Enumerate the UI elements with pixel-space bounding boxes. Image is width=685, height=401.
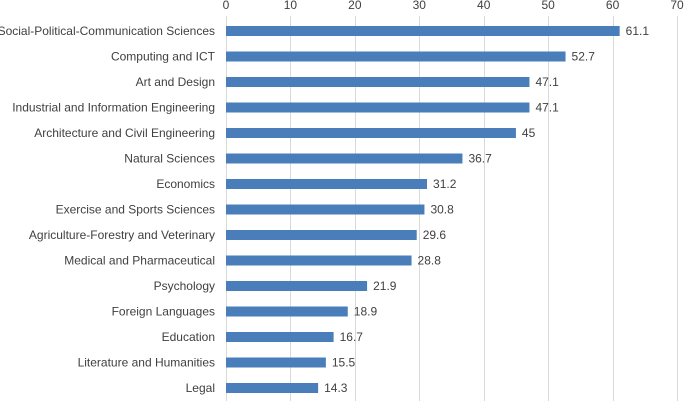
value-label: 28.8 (418, 254, 442, 268)
bar (226, 102, 530, 113)
category-label: Legal (186, 381, 215, 395)
category-label: Economics (156, 177, 215, 191)
category-label: Art and Design (136, 75, 215, 89)
category-label: Industrial and Information Engineering (12, 101, 215, 115)
category-label: Agriculture-Forestry and Veterinary (29, 228, 215, 242)
bar (226, 306, 348, 317)
bar (226, 204, 425, 215)
category-label: Exercise and Sports Sciences (56, 203, 215, 217)
category-label: Literature and Humanities (78, 356, 215, 370)
value-label: 14.3 (324, 381, 348, 395)
value-label: 36.7 (468, 152, 492, 166)
bar (226, 230, 417, 240)
bar (226, 128, 516, 138)
category-label: Social-Political-Communication Sciences (0, 24, 215, 38)
value-label: 21.9 (373, 279, 397, 293)
category-label: Architecture and Civil Engineering (34, 126, 215, 140)
value-label: 29.6 (423, 228, 447, 242)
x-tick-label: 30 (413, 0, 427, 12)
bar (226, 383, 319, 393)
value-label: 31.2 (433, 177, 457, 191)
x-tick-label: 70 (670, 0, 684, 12)
x-tick-label: 10 (284, 0, 298, 12)
x-tick-label: 40 (477, 0, 491, 12)
value-label: 16.7 (340, 330, 364, 344)
value-label: 47.1 (535, 101, 559, 115)
category-label: Psychology (154, 279, 215, 293)
bars (226, 26, 620, 393)
value-label: 52.7 (572, 50, 596, 64)
category-label: Foreign Languages (112, 305, 215, 319)
x-tick-label: 0 (223, 0, 230, 12)
value-label: 61.1 (626, 24, 650, 38)
value-label: 30.8 (430, 203, 454, 217)
bar (226, 153, 463, 164)
x-tick-label: 50 (541, 0, 555, 12)
category-label: Education (162, 330, 215, 344)
value-label: 15.5 (332, 356, 356, 370)
category-labels: Social-Political-Communication Sciences C… (0, 24, 216, 395)
bar (226, 281, 368, 291)
value-label: 45 (522, 126, 536, 140)
x-tick-label: 60 (606, 0, 620, 12)
category-label: Natural Sciences (124, 152, 215, 166)
bar (226, 255, 412, 266)
bar (226, 51, 566, 62)
value-label: 18.9 (354, 305, 378, 319)
category-label: Medical and Pharmaceutical (64, 254, 215, 268)
bar (226, 179, 428, 189)
bar (226, 332, 334, 342)
value-labels: 61.1 52.7 47.1 47.1 45 36.7 31.2 30.8 29.6 28.8 21… (324, 24, 649, 395)
x-tick-label: 20 (348, 0, 362, 12)
category-label: Computing and ICT (111, 50, 216, 64)
x-axis-ticks: 0 10 20 30 40 50 60 70 (223, 0, 684, 12)
bar (226, 26, 620, 36)
bar (226, 77, 530, 87)
bar (226, 357, 326, 368)
value-label: 47.1 (535, 75, 559, 89)
